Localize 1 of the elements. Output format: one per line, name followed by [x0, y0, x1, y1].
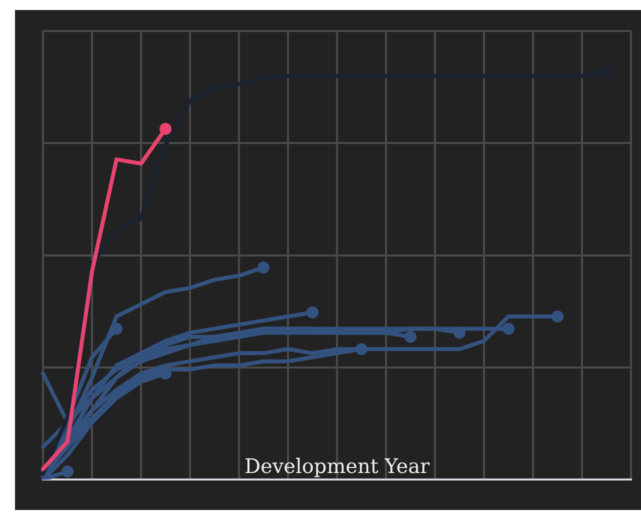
x-axis-title: Development Year — [244, 454, 430, 478]
